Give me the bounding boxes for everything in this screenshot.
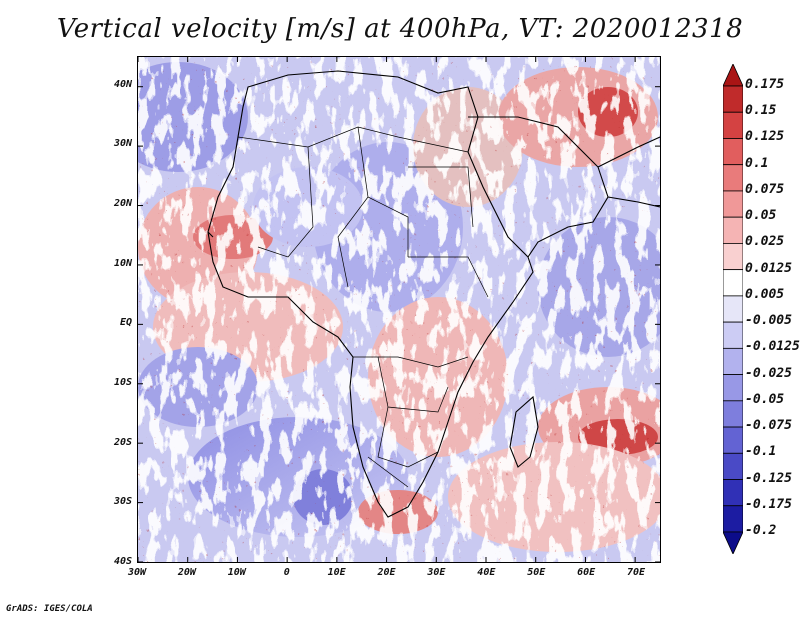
colorbar-swatch	[723, 269, 743, 297]
lon-tick-label: 70E	[627, 567, 646, 578]
colorbar-swatch	[723, 295, 743, 323]
colorbar-label: 0.05	[745, 208, 777, 224]
colorbar-swatch	[723, 400, 743, 428]
colorbar-bottom-triangle	[723, 531, 743, 554]
colorbar-swatch	[723, 505, 743, 533]
lon-tick-label: 20E	[377, 567, 396, 578]
colorbar-swatch	[723, 216, 743, 244]
field-speckle	[138, 57, 660, 562]
colorbar-swatch	[723, 164, 743, 192]
lon-tick-label: 10E	[327, 567, 346, 578]
colorbar-label: -0.175	[745, 496, 792, 512]
vertical-velocity-map	[138, 57, 660, 562]
lon-tick-label: 30W	[127, 567, 147, 578]
lat-tick-label: 20S	[113, 436, 132, 448]
colorbar-swatch	[723, 426, 743, 454]
colorbar-swatch	[723, 479, 743, 507]
map-panel	[137, 56, 661, 563]
lon-tick-label: 50E	[527, 567, 546, 578]
colorbar-swatch	[723, 111, 743, 139]
colorbar-label: -0.05	[745, 391, 785, 407]
colorbar-label: 0.15	[745, 103, 777, 119]
colorbar-label: 0.175	[745, 77, 785, 92]
map-title: Vertical velocity [m/s] at 400hPa, VT: 2…	[56, 14, 744, 44]
colorbar-label: -0.025	[745, 365, 792, 381]
colorbar-swatch	[723, 374, 743, 402]
lon-tick-label: 0	[283, 567, 290, 578]
colorbar-label: 0.005	[745, 286, 785, 302]
colorbar	[723, 64, 743, 554]
lat-tick-label: EQ	[119, 317, 132, 329]
colorbar-label: -0.075	[745, 418, 792, 434]
lon-tick-label: 10W	[227, 567, 246, 578]
colorbar-label: 0.0125	[745, 260, 792, 276]
colorbar-label: -0.1	[745, 444, 777, 460]
colorbar-label: -0.125	[745, 470, 792, 486]
colorbar-label: 0.075	[745, 181, 785, 197]
colorbar-label: -0.005	[745, 313, 792, 329]
credit-text: GrADS: IGES/COLA	[6, 604, 93, 614]
colorbar-top-triangle	[723, 64, 743, 87]
country-borders	[237, 126, 489, 488]
axis-ticks	[138, 57, 660, 562]
colorbar-swatch	[723, 85, 743, 113]
lon-tick-label: 30E	[427, 567, 446, 578]
colorbar-label: 0.1	[745, 155, 769, 171]
lat-tick-label: 40S	[113, 556, 132, 567]
colorbar-swatch	[723, 347, 743, 375]
lat-tick-label: 10N	[113, 257, 132, 269]
lat-tick-label: 20N	[113, 198, 132, 210]
lat-tick-label: 30S	[113, 496, 132, 508]
colorbar-swatch	[723, 452, 743, 480]
coastlines	[207, 70, 660, 518]
lat-tick-label: 40N	[113, 78, 132, 90]
lat-tick-label: 10S	[113, 377, 132, 389]
lon-tick-label: 60E	[577, 567, 596, 578]
colorbar-label: -0.2	[745, 523, 777, 538]
colorbar-swatch	[723, 190, 743, 218]
colorbar-swatch	[723, 321, 743, 349]
lon-tick-label: 20W	[177, 567, 196, 578]
lat-tick-label: 30N	[113, 138, 132, 150]
colorbar-label: 0.025	[745, 234, 785, 250]
colorbar-swatch	[723, 243, 743, 271]
lon-tick-label: 40E	[477, 567, 496, 578]
colorbar-swatch	[723, 138, 743, 166]
colorbar-label: -0.0125	[745, 339, 800, 355]
colorbar-label: 0.125	[745, 129, 785, 145]
